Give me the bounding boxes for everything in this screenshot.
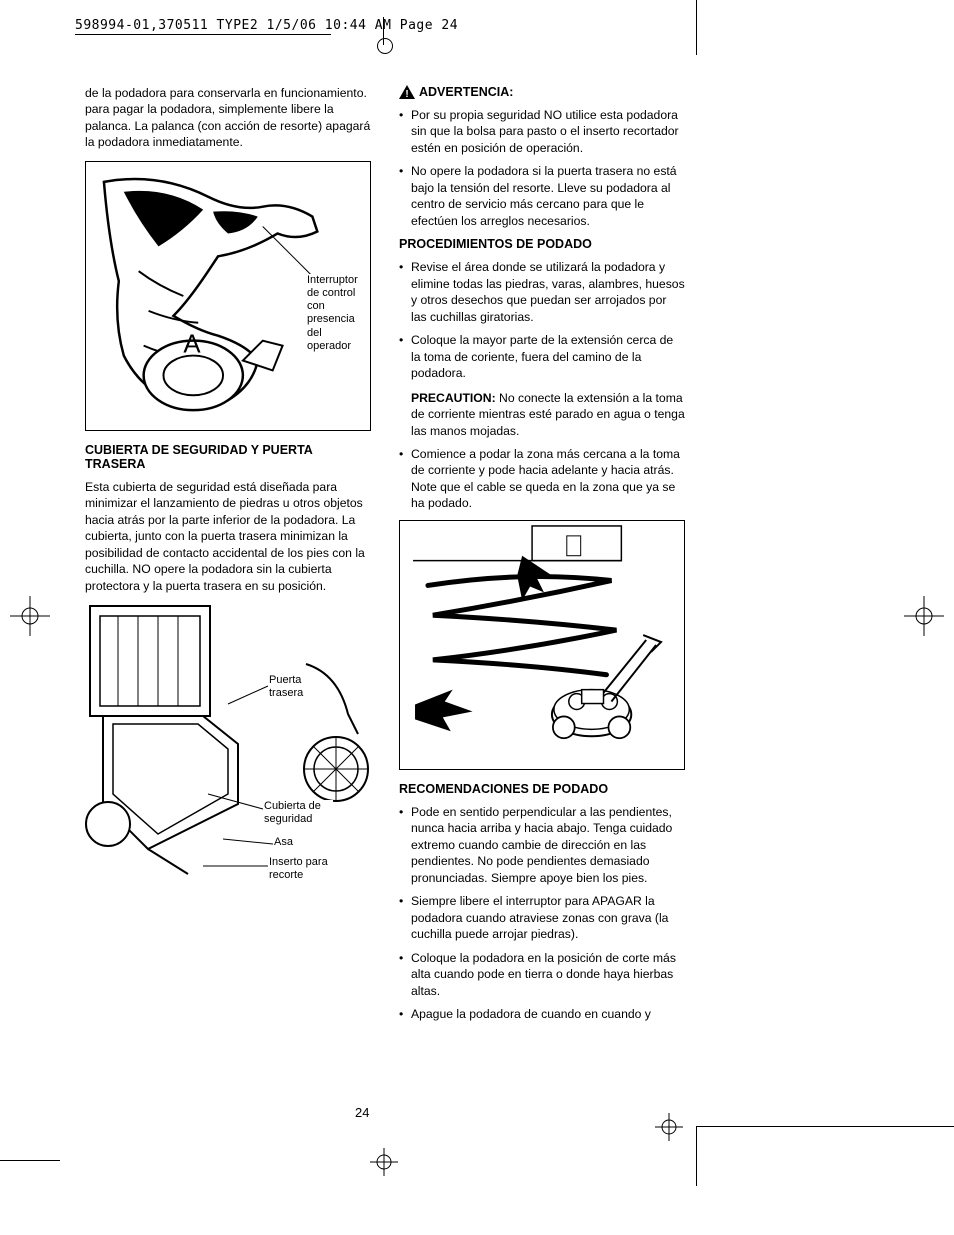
figure2-label-cubierta: Cubierta de seguridad [263,800,333,826]
precaution-line: PRECAUTION: No conecte la extensión a la… [399,390,685,439]
warning-heading-row: ! ADVERTENCIA: [399,85,685,99]
list-item: Apague la podadora de cuando en cuando y [399,1006,685,1022]
intro-paragraph: de la podadora para conservarla en funci… [85,85,371,151]
precaution-label: PRECAUTION: [411,391,496,405]
print-slug-underline [75,34,331,35]
list-item: Coloque la podadora en la posición de co… [399,950,685,999]
rec-bullets: Pode en sentido perpendicular a las pend… [399,804,685,1023]
para-cubierta: Esta cubierta de seguridad está diseñada… [85,479,371,594]
heading-recomendaciones: RECOMENDACIONES DE PODADO [399,782,685,796]
registration-mark-top [373,17,395,45]
proc-bullets-2: Comience a podar la zona más cercana a l… [399,446,685,512]
list-item: No opere la podadora si la puerta traser… [399,163,685,229]
crop-mark [696,0,697,55]
right-column: ! ADVERTENCIA: Por su propia seguridad N… [399,85,685,1030]
print-slug: 598994-01,370511 TYPE2 1/5/06 10:44 AM P… [75,18,458,33]
list-item: Comience a podar la zona más cercana a l… [399,446,685,512]
figure2-label-puerta: Puerta trasera [268,674,318,700]
warning-label: ADVERTENCIA: [419,85,513,99]
registration-mark-bottom [370,1148,398,1176]
figure-mowing-pattern [399,520,685,770]
list-item: Revise el área donde se utilizará la pod… [399,259,685,325]
list-item: Por su propia seguridad NO utilice esta … [399,107,685,156]
figure2-label-asa: Asa [273,836,313,849]
list-item: Pode en sentido perpendicular a las pend… [399,804,685,886]
figure1-callout-label: Interruptor de control con presencia del… [306,274,364,353]
proc-bullets-1: Revise el área donde se utilizará la pod… [399,259,685,381]
figure2-label-inserto: Inserto para recorte [268,856,348,882]
warning-bullets: Por su propia seguridad NO utilice esta … [399,107,685,229]
registration-mark-right [904,596,944,636]
page-number: 24 [355,1105,369,1120]
crop-mark [696,1126,954,1127]
left-column: de la podadora para conservarla en funci… [85,85,371,1030]
figure-rear-guard: Puerta trasera Cubierta de seguridad Asa… [85,604,371,894]
crop-mark [0,1160,60,1161]
svg-text:A: A [183,330,201,358]
list-item: Siempre libere el interruptor para APAGA… [399,893,685,942]
warning-icon: ! [399,85,415,99]
list-item: Coloque la mayor parte de la extensión c… [399,332,685,381]
registration-mark-bottom-right [655,1113,683,1141]
heading-procedimientos: PROCEDIMIENTOS DE PODADO [399,237,685,251]
crop-mark [696,1126,697,1186]
heading-cubierta: CUBIERTA DE SEGURIDAD Y PUERTA TRASERA [85,443,371,471]
figure-operator-control: A Interruptor de control con presencia d… [85,161,371,431]
registration-mark-left [10,596,50,636]
svg-text:!: ! [405,89,408,99]
page-body: de la podadora para conservarla en funci… [85,85,685,1030]
